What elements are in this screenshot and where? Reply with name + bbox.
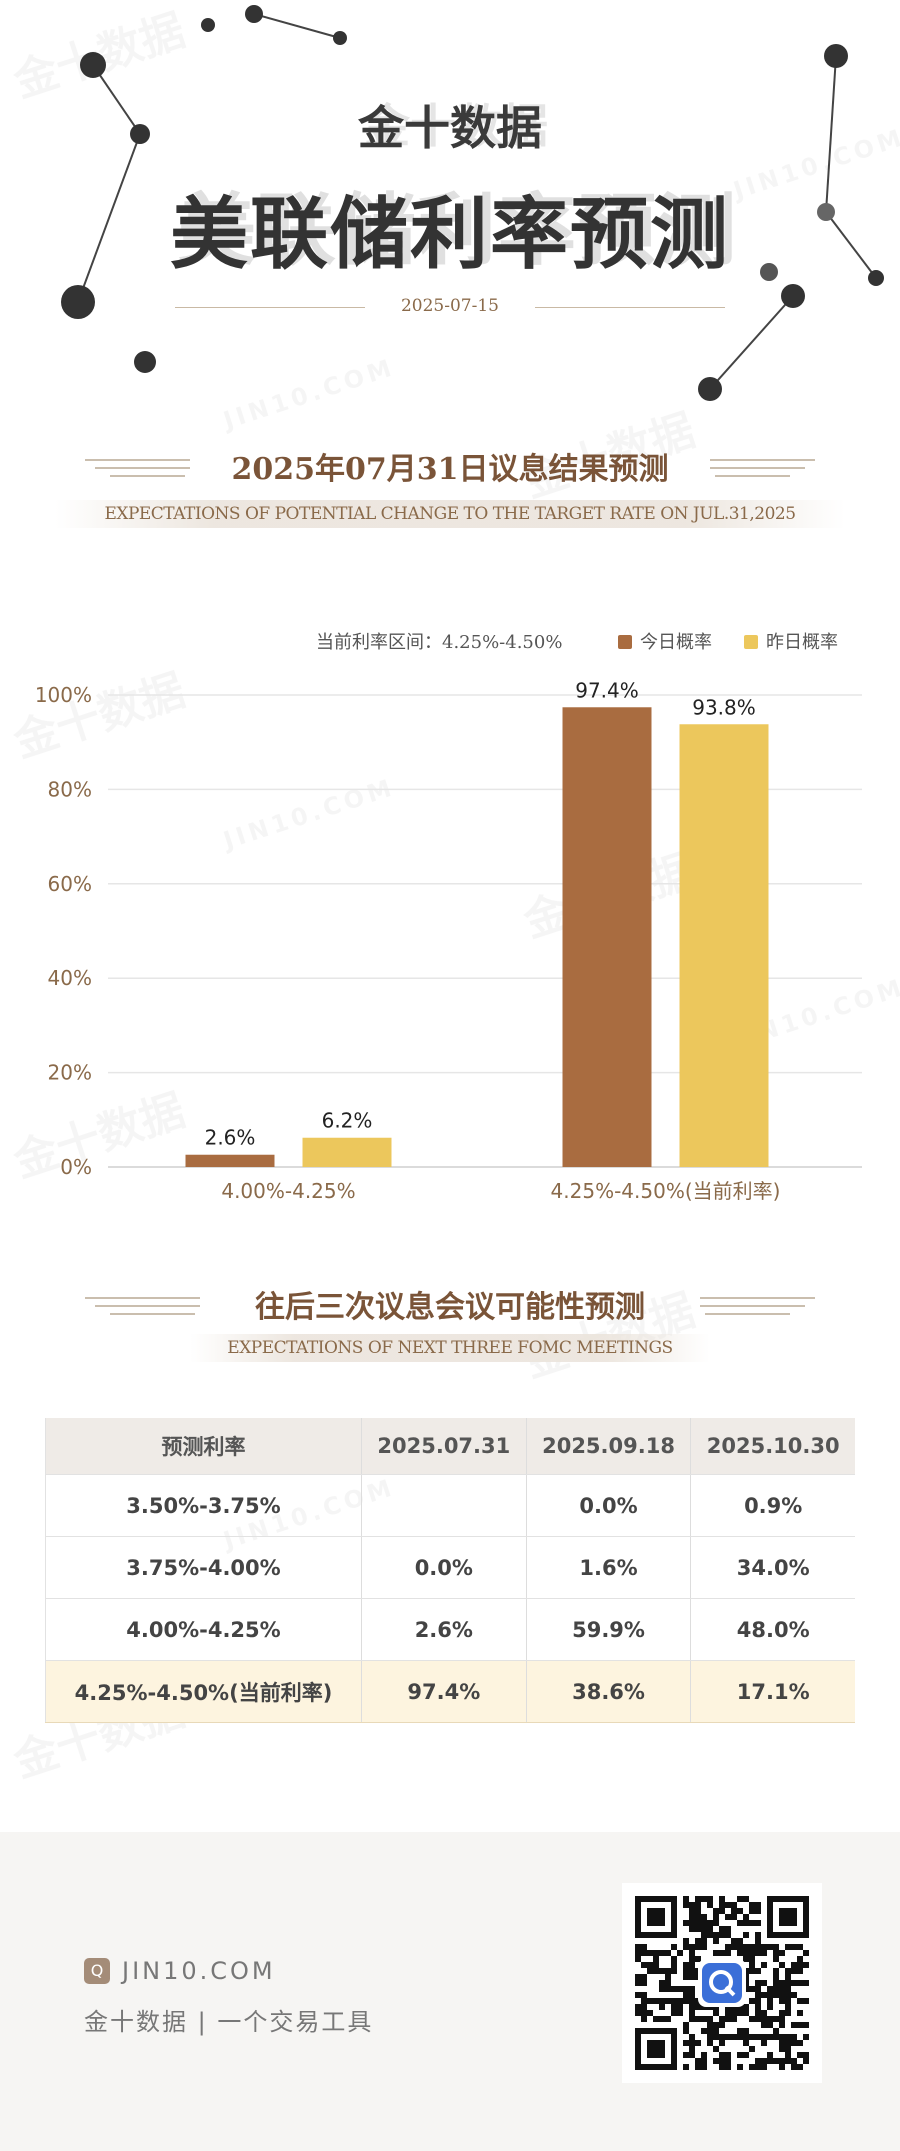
table-cell: 1.6% <box>526 1536 692 1599</box>
table-cell: 59.9% <box>526 1598 692 1661</box>
footer: Q JIN10.COM 金十数据 | 一个交易工具 <box>0 1832 900 2151</box>
table-header-row: 预测利率 2025.07.31 2025.09.18 2025.10.30 <box>45 1418 855 1475</box>
table-header: 2025.09.18 <box>526 1418 692 1475</box>
jin10-logo-icon: Q <box>84 1958 110 1984</box>
y-tick-label: 60% <box>48 872 92 896</box>
table-cell: 0.0% <box>526 1474 692 1537</box>
data-label: 2.6% <box>205 1126 256 1150</box>
x-tick-label: 4.25%-4.50%(当前利率) <box>551 1179 781 1203</box>
table-cell: 38.6% <box>526 1660 692 1723</box>
section-subtitle: EXPECTATIONS OF NEXT THREE FOMC MEETINGS <box>190 1334 710 1362</box>
table-cell: 4.00%-4.25% <box>45 1598 362 1661</box>
meeting-forecast-table: 预测利率 2025.07.31 2025.09.18 2025.10.30 3.… <box>45 1418 855 1723</box>
section-title: 2025年07月31日议息结果预测 <box>231 452 669 487</box>
probability-bar-chart: 0% 20% 40% 60% 80% 100% 2.6% 6.2% 4.00%-4.25% 97.… <box>35 680 862 1203</box>
table-header: 2025.07.31 <box>361 1418 527 1475</box>
section-heading-1: 2025年07月31日议息结果预测 EXPECTATIONS OF POTENT… <box>0 440 900 530</box>
table-cell: 17.1% <box>690 1660 855 1723</box>
table-cell: 97.4% <box>361 1660 527 1723</box>
legend-swatch-yesterday <box>744 635 758 649</box>
table-cell: 3.50%-3.75% <box>45 1474 362 1537</box>
table-row: 3.75%-4.00% 0.0% 1.6% 34.0% <box>45 1536 855 1599</box>
footer-logo[interactable]: Q JIN10.COM <box>84 1957 276 1985</box>
current-rate-label: 当前利率区间：4.25%-4.50% <box>316 632 563 653</box>
table-header: 2025.10.30 <box>690 1418 855 1475</box>
bar-yesterday <box>302 1137 392 1167</box>
bar-today <box>185 1154 275 1167</box>
qr-code[interactable] <box>622 1883 822 2083</box>
table-cell <box>361 1474 527 1537</box>
table-cell: 0.0% <box>361 1536 527 1599</box>
table-cell: 2.6% <box>361 1598 527 1661</box>
y-tick-label: 100% <box>35 683 92 707</box>
legend-today: 今日概率 <box>618 628 712 654</box>
bar-yesterday <box>679 724 769 1167</box>
y-tick-label: 40% <box>48 966 92 990</box>
legend-today-label: 今日概率 <box>640 632 712 653</box>
table-row-current-rate: 4.25%-4.50%(当前利率) 97.4% 38.6% 17.1% <box>45 1660 855 1723</box>
footer-site: JIN10.COM <box>122 1957 276 1985</box>
y-tick-label: 80% <box>48 777 92 801</box>
heading-ornament <box>85 1297 815 1315</box>
data-label: 93.8% <box>692 695 756 719</box>
brand-title: 金十数据 <box>358 101 542 155</box>
data-label: 6.2% <box>322 1109 373 1133</box>
table-header: 预测利率 <box>45 1418 362 1475</box>
table-cell: 34.0% <box>690 1536 855 1599</box>
date-line: 2025-07-15 <box>175 296 725 318</box>
table-cell: 4.25%-4.50%(当前利率) <box>45 1660 362 1723</box>
section-subtitle: EXPECTATIONS OF POTENTIAL CHANGE TO THE … <box>55 500 845 528</box>
legend-yesterday-label: 昨日概率 <box>766 632 838 653</box>
y-tick-label: 0% <box>60 1155 92 1179</box>
chart-legend: 当前利率区间：4.25%-4.50% 今日概率 昨日概率 <box>300 626 860 654</box>
table-row: 4.00%-4.25% 2.6% 59.9% 48.0% <box>45 1598 855 1661</box>
legend-swatch-today <box>618 635 632 649</box>
heading-ornament <box>85 459 815 477</box>
section-heading-2: 往后三次议息会议可能性预测 EXPECTATIONS OF NEXT THREE… <box>0 1278 900 1368</box>
footer-tagline: 金十数据 | 一个交易工具 <box>84 2008 374 2036</box>
section-title: 往后三次议息会议可能性预测 <box>255 1290 645 1325</box>
page-title: 美联储利率预测 <box>169 189 730 280</box>
table-row: 3.50%-3.75% 0.0% 0.9% <box>45 1474 855 1537</box>
y-tick-label: 20% <box>48 1061 92 1085</box>
bar-today <box>562 707 652 1167</box>
constellation-decoration <box>61 5 884 401</box>
table-cell: 0.9% <box>690 1474 855 1537</box>
legend-yesterday: 昨日概率 <box>744 628 838 654</box>
table-cell: 3.75%-4.00% <box>45 1536 362 1599</box>
x-tick-label: 4.00%-4.25% <box>221 1179 355 1203</box>
data-label: 97.4% <box>575 680 639 702</box>
report-date: 2025-07-15 <box>400 296 499 316</box>
table-cell: 48.0% <box>690 1598 855 1661</box>
